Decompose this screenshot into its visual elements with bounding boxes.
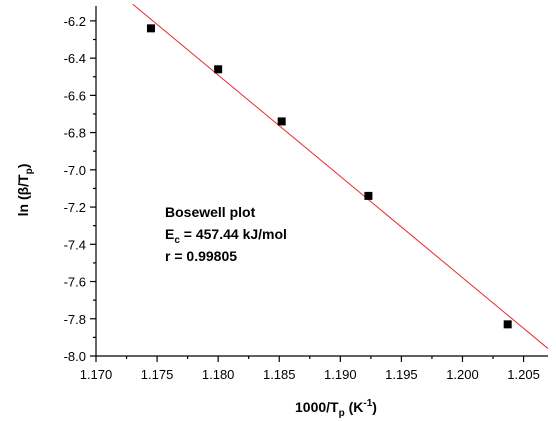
- x-tick-label: 1.180: [202, 367, 235, 382]
- annotation-e: E: [165, 226, 174, 242]
- x-tick-label: 1.200: [446, 367, 479, 382]
- x-axis-title-unit-prefix: (K: [345, 399, 364, 415]
- y-tick-label: -7.0: [64, 163, 86, 178]
- y-axis-title-main: ln (β/T: [15, 174, 31, 216]
- annotation-e-value: = 457.44 kJ/mol: [180, 226, 287, 242]
- y-tick-label: -6.2: [64, 14, 86, 29]
- x-tick-label: 1.190: [324, 367, 357, 382]
- annotation-correlation: r = 0.99805: [165, 248, 237, 264]
- x-tick-label: 1.175: [141, 367, 174, 382]
- y-axis-title-subscript: p: [24, 168, 35, 174]
- annotation-title: Bosewell plot: [165, 204, 256, 220]
- data-point: [503, 320, 512, 329]
- annotation-activation-energy: Ec = 457.44 kJ/mol: [165, 226, 287, 246]
- regression-line: [132, 3, 549, 349]
- x-tick-label: 1.195: [385, 367, 418, 382]
- data-point: [277, 117, 286, 126]
- y-tick-label: -8.0: [64, 349, 86, 364]
- data-point: [146, 24, 155, 33]
- x-axis-title: 1000/Tp (K-1): [295, 398, 377, 419]
- x-axis-title-unit-suffix: ): [372, 399, 377, 415]
- x-axis-title-main: 1000/T: [295, 399, 339, 415]
- x-tick-label: 1.205: [507, 367, 540, 382]
- y-tick-label: -7.2: [64, 200, 86, 215]
- y-tick-label: -6.4: [64, 51, 86, 66]
- y-tick-label: -6.8: [64, 126, 86, 141]
- x-axis: 1.170 1.175 1.180 1.185 1.190 1.195 1.200 1.205: [80, 355, 548, 382]
- annotation-e-subscript: c: [174, 235, 180, 246]
- y-axis: -6.2 -6.4 -6.6 -6.8 -7.0 -7.2 -7.4 -7.6 -7.8 -8.0: [64, 6, 97, 364]
- y-axis-title-suffix: ): [15, 164, 31, 169]
- y-tick-label: -7.8: [64, 312, 86, 327]
- x-axis-title-unit-superscript: -1: [363, 398, 372, 409]
- x-tick-label: 1.185: [263, 367, 296, 382]
- x-tick-label: 1.170: [80, 367, 113, 382]
- y-tick-label: -7.6: [64, 275, 86, 290]
- y-tick-label: -6.6: [64, 88, 86, 103]
- data-point: [214, 65, 223, 74]
- y-tick-label: -7.4: [64, 237, 86, 252]
- data-point: [364, 191, 373, 200]
- x-axis-title-subscript: p: [339, 408, 345, 419]
- y-axis-title: ln (β/Tp): [15, 164, 35, 217]
- data-markers: [146, 24, 512, 329]
- annotation-block: Bosewell plot Ec = 457.44 kJ/mol r = 0.9…: [165, 204, 287, 264]
